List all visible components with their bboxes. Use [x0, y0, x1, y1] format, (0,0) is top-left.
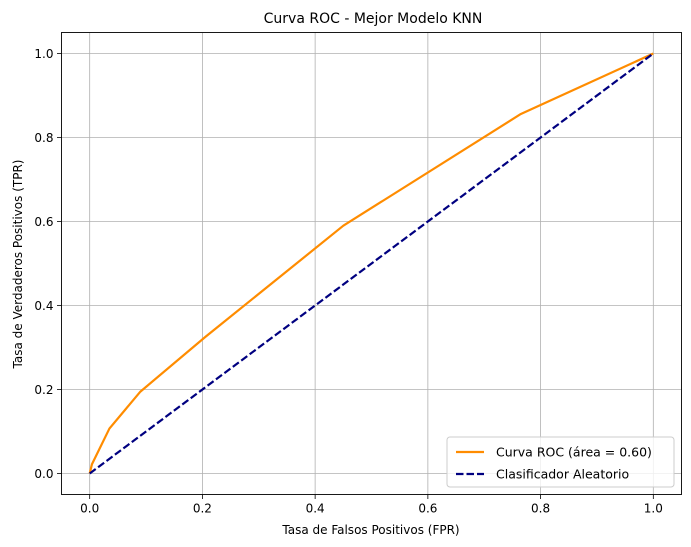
legend: Curva ROC (área = 0.60) Clasificador Ale… — [446, 436, 675, 488]
y-tick-label: 1.0 — [34, 47, 53, 61]
x-axis-label: Tasa de Falsos Positivos (FPR) — [281, 523, 459, 537]
legend-label-roc: Curva ROC (área = 0.60) — [496, 445, 652, 460]
y-axis-label: Tasa de Verdaderos Positivos (TPR) — [11, 160, 25, 370]
x-tick-label: 0.0 — [80, 502, 99, 516]
y-axis-ticks: 0.0 0.2 0.4 0.6 0.8 1.0 — [34, 47, 62, 481]
roc-curve-line — [88, 52, 654, 474]
series-lines — [88, 52, 654, 475]
x-tick-label: 1.0 — [644, 502, 663, 516]
grid-lines — [61, 32, 682, 495]
legend-box — [446, 436, 675, 488]
y-tick-label: 0.6 — [34, 215, 53, 229]
legend-label-random: Clasificador Aleatorio — [496, 467, 629, 482]
x-tick-label: 0.8 — [531, 502, 550, 516]
random-classifier-line — [89, 52, 654, 475]
chart-title: Curva ROC - Mejor Modelo KNN — [264, 11, 483, 27]
x-axis-ticks: 0.0 0.2 0.4 0.6 0.8 1.0 — [80, 494, 663, 516]
plot-frame — [61, 32, 682, 495]
x-tick-label: 0.2 — [193, 502, 212, 516]
x-tick-label: 0.4 — [306, 502, 325, 516]
y-tick-label: 0.8 — [34, 131, 53, 145]
y-tick-label: 0.0 — [34, 467, 53, 481]
y-tick-label: 0.2 — [34, 383, 53, 397]
y-tick-label: 0.4 — [34, 299, 53, 313]
x-tick-label: 0.6 — [418, 502, 437, 516]
